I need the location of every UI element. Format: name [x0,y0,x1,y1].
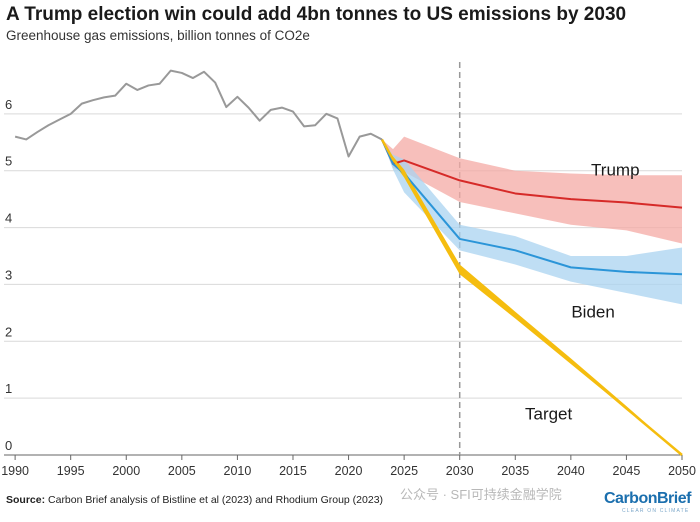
band-biden [381,139,682,305]
x-tick-label: 2020 [335,464,363,478]
x-tick-label: 2045 [613,464,641,478]
x-tick-label: 1990 [1,464,29,478]
x-tick-label: 2010 [224,464,252,478]
x-tick-label: 2035 [501,464,529,478]
series-line-biden [380,139,683,276]
chart-subtitle: Greenhouse gas emissions, billion tonnes… [6,28,310,43]
y-tick-label: 0 [5,438,12,453]
x-tick-label: 2005 [168,464,196,478]
source-text: Carbon Brief analysis of Bistline et al … [48,494,384,506]
x-tick-label: 2025 [390,464,418,478]
x-tick-label: 2040 [557,464,585,478]
source-label: Source: [6,494,46,506]
x-tick-label: 2015 [279,464,307,478]
x-tick-label: 2030 [446,464,474,478]
y-tick-label: 2 [5,324,12,339]
y-tick-label: 5 [5,154,12,169]
band-trump [381,136,682,244]
series-label-trump: Trump [591,160,640,179]
logo-tagline: CLEAR ON CLIMATE [622,508,690,514]
x-tick-label: 2050 [668,464,696,478]
x-tick-label: 1995 [57,464,85,478]
x-tick-label: 2000 [112,464,140,478]
series-label-biden: Biden [571,302,614,321]
y-tick-label: 6 [5,97,12,112]
y-tick-label: 4 [5,211,12,226]
historical-line [14,69,383,158]
series-label-target: Target [525,405,573,424]
watermark-text: 公众号 · SFI可持续金融学院 [400,487,562,502]
y-tick-label: 3 [5,267,12,282]
y-tick-label: 1 [5,381,12,396]
carbon-brief-logo: CarbonBrief [604,490,691,507]
source-note: Source: Carbon Brief analysis of Bistlin… [6,494,383,506]
chart-title: A Trump election win could add 4bn tonne… [6,4,627,25]
series-line-target [380,138,683,456]
